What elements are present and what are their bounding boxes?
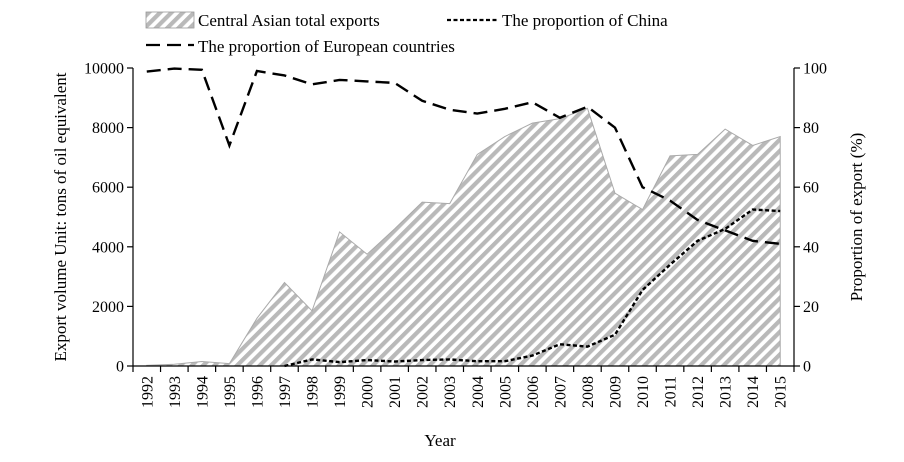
x-tick-label: 2005 [497,376,514,408]
x-tick-label: 2000 [360,376,377,408]
left-tick-label: 4000 [92,239,124,256]
x-tick-label: 1998 [305,376,322,408]
legend-swatch-total-exports [145,11,195,29]
left-tick-label: 0 [116,359,124,376]
x-tick-label: 1992 [139,376,156,408]
legend-label-total-exports: Central Asian total exports [198,11,380,30]
x-tick-label: 2003 [442,376,459,408]
x-tick-label: 2013 [718,376,735,408]
x-tick-label: 1999 [332,376,349,408]
x-tick-label: 2011 [663,376,680,407]
right-tick-label: 60 [803,180,819,197]
x-tick-label: 2002 [415,376,432,408]
right-axis-title: Proportion of export (%) [847,133,866,302]
x-axis-ticks: 1992 1993 1994 1995 1996 1997 1998 1999 2000 2001… [132,366,795,408]
x-tick-label: 2008 [580,376,597,408]
x-tick-label: 2004 [470,376,487,408]
x-tick-label: 1995 [222,376,239,408]
x-tick-label: 2010 [635,376,652,408]
right-tick-label: 40 [803,239,819,256]
series-total-exports-area [146,107,781,366]
x-tick-label: 2007 [552,376,569,408]
x-tick-label: 2006 [525,376,542,408]
right-tick-label: 80 [803,120,819,137]
x-tick-label: 1994 [194,376,211,408]
legend-label-china: The proportion of China [502,11,668,30]
left-tick-label: 6000 [92,180,124,197]
left-tick-label: 8000 [92,120,124,137]
left-tick-label: 10000 [84,61,124,78]
right-axis-ticks: 0 20 40 60 80 100 [794,61,827,376]
right-tick-label: 0 [803,359,811,376]
left-axis-title: Export volume Unit: tons of oil equivale… [51,72,70,361]
x-tick-label: 2015 [773,376,790,408]
right-tick-label: 20 [803,299,819,316]
legend-label-europe: The proportion of European countries [198,37,455,56]
series-europe-line [146,67,781,246]
left-tick-label: 2000 [92,299,124,316]
legend: Central Asian total exports The proporti… [145,11,668,56]
x-tick-label: 1993 [167,376,184,408]
x-tick-label: 1996 [249,376,266,408]
left-axis-ticks: 0 2000 4000 6000 8000 10000 [84,61,133,376]
series-china-line [284,208,781,368]
x-tick-label: 2012 [690,376,707,408]
right-tick-label: 100 [803,61,827,78]
x-axis-title: Year [424,431,456,450]
plot-area [146,67,781,368]
x-tick-label: 2001 [387,376,404,408]
x-tick-label: 2014 [745,376,762,408]
x-tick-label: 1997 [277,376,294,408]
x-tick-label: 2009 [607,376,624,408]
